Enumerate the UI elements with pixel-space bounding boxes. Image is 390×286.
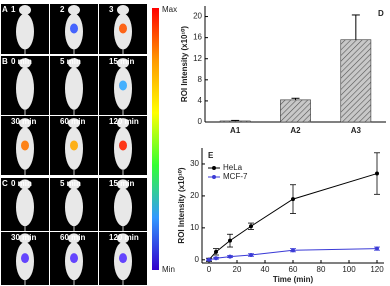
point bbox=[249, 224, 253, 229]
x-tick-label: A3 bbox=[351, 126, 362, 135]
point bbox=[249, 253, 253, 258]
x-tick-label: A1 bbox=[230, 126, 241, 135]
colorbar-max: Max bbox=[162, 5, 177, 14]
y-tick-label: 30 bbox=[190, 159, 199, 168]
x-tick-label: 100 bbox=[342, 265, 356, 274]
panel-label: D bbox=[378, 9, 384, 18]
colorbar bbox=[152, 8, 159, 270]
x-tick-label: A2 bbox=[290, 126, 301, 135]
y-tick-label: 0 bbox=[198, 117, 203, 126]
x-tick-label: 120 bbox=[370, 265, 384, 274]
frame-label: 15 min bbox=[109, 179, 134, 188]
y-axis-label: ROI Intensity (x10¹⁰) bbox=[177, 167, 186, 243]
mouse-body bbox=[16, 67, 34, 110]
frame-label: 0 min bbox=[11, 179, 32, 188]
panel-label: E bbox=[208, 151, 214, 160]
x-tick-label: 0 bbox=[207, 265, 212, 274]
signal-spot bbox=[21, 253, 29, 264]
legend-label: MCF-7 bbox=[223, 172, 248, 181]
mouse-head bbox=[117, 58, 129, 69]
frame-label: 30 min bbox=[11, 117, 36, 126]
panel-label: B bbox=[2, 57, 8, 66]
bar bbox=[280, 99, 311, 123]
signal-spot bbox=[119, 80, 127, 91]
point bbox=[207, 257, 211, 262]
signal-spot bbox=[21, 140, 29, 151]
mouse-head bbox=[117, 179, 129, 190]
y-tick-label: 0 bbox=[195, 255, 200, 264]
signal-spot bbox=[119, 140, 127, 151]
point bbox=[291, 197, 295, 202]
mouse-head bbox=[68, 118, 80, 129]
mouse-head bbox=[117, 5, 129, 15]
y-tick-label: 4 bbox=[198, 96, 203, 105]
frame-label: 2 bbox=[60, 5, 65, 14]
signal-spot bbox=[70, 23, 78, 34]
mouse-body bbox=[16, 13, 34, 50]
mouse-body bbox=[114, 188, 132, 227]
y-tick-label: 16 bbox=[193, 33, 202, 42]
y-tick-label: 8 bbox=[198, 75, 203, 84]
y-tick-label: 12 bbox=[193, 54, 202, 63]
signal-spot bbox=[70, 140, 78, 151]
x-tick-label: 20 bbox=[233, 265, 242, 274]
frame-label: 60 min bbox=[60, 117, 85, 126]
legend-label: HeLa bbox=[223, 163, 243, 172]
legend-marker bbox=[212, 166, 216, 170]
frame-label: 15 min bbox=[109, 57, 134, 66]
colorbar-min: Min bbox=[162, 265, 175, 274]
bar bbox=[219, 120, 251, 123]
y-tick-label: 20 bbox=[190, 191, 199, 200]
point bbox=[228, 254, 232, 259]
panel-label: C bbox=[2, 179, 8, 188]
mouse-head bbox=[68, 58, 80, 69]
y-tick-label: 10 bbox=[190, 223, 199, 232]
bar bbox=[340, 39, 372, 123]
point bbox=[214, 249, 218, 254]
point bbox=[291, 248, 295, 253]
mouse-head bbox=[19, 5, 31, 15]
signal-spot bbox=[70, 253, 78, 264]
x-axis-label: Time (min) bbox=[273, 275, 314, 284]
mouse-body bbox=[65, 188, 83, 227]
x-tick-label: 80 bbox=[317, 265, 326, 274]
signal-spot bbox=[119, 253, 127, 264]
mouse-head bbox=[68, 179, 80, 190]
mouse-body bbox=[65, 67, 83, 110]
mouse-head bbox=[19, 179, 31, 190]
point bbox=[214, 256, 218, 261]
frame-label: 120 min bbox=[109, 117, 139, 126]
frame-label: 30 min bbox=[11, 233, 36, 242]
mouse-head bbox=[117, 118, 129, 129]
mouse-body bbox=[16, 188, 34, 227]
signal-spot bbox=[119, 23, 127, 34]
frame-label: 5 min bbox=[60, 57, 81, 66]
frame-label: 60 min bbox=[60, 233, 85, 242]
mouse-head bbox=[68, 5, 80, 15]
mouse-head bbox=[117, 233, 129, 244]
mouse-head bbox=[19, 118, 31, 129]
y-axis-label: ROI Intensity (x10¹⁰) bbox=[180, 26, 189, 102]
point bbox=[228, 238, 232, 243]
legend-marker bbox=[212, 175, 216, 179]
frame-label: 3 bbox=[109, 5, 114, 14]
point bbox=[375, 246, 379, 251]
frame-label: 5 min bbox=[60, 179, 81, 188]
mouse-head bbox=[19, 58, 31, 69]
panel-label: A bbox=[2, 5, 8, 14]
mouse-head bbox=[19, 233, 31, 244]
mouse-head bbox=[68, 233, 80, 244]
frame-label: 1 bbox=[11, 5, 16, 14]
x-tick-label: 60 bbox=[289, 265, 298, 274]
x-tick-label: 40 bbox=[261, 265, 270, 274]
frame-label: 0 min bbox=[11, 57, 32, 66]
frame-label: 120 min bbox=[109, 233, 139, 242]
point bbox=[375, 171, 379, 176]
y-tick-label: 20 bbox=[193, 12, 202, 21]
